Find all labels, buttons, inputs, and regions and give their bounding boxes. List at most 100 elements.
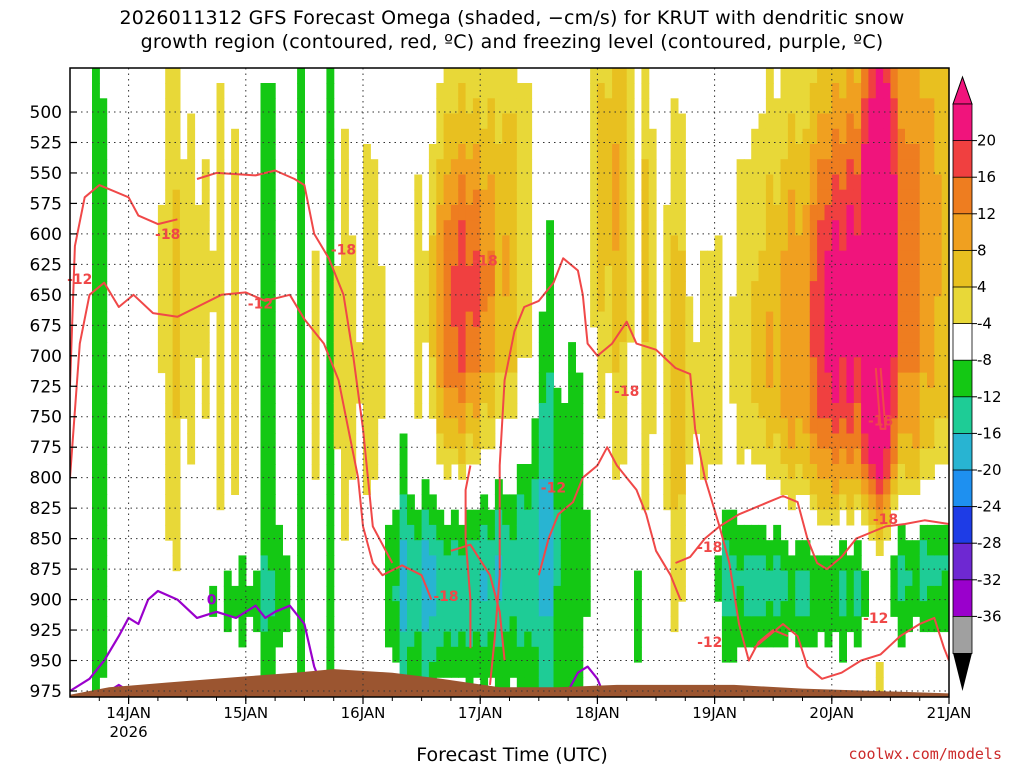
- omega-cell: [743, 540, 752, 556]
- omega-cell: [465, 372, 474, 389]
- omega-cell: [582, 570, 591, 587]
- omega-cell: [458, 159, 467, 175]
- omega-cell: [502, 357, 511, 374]
- omega-cell: [780, 464, 789, 480]
- omega-cell: [370, 281, 379, 297]
- omega-cell: [736, 540, 745, 556]
- omega-cell: [824, 144, 833, 160]
- omega-cell: [846, 189, 855, 206]
- omega-cell: [809, 342, 818, 358]
- omega-cell: [919, 372, 928, 389]
- omega-cell: [165, 189, 174, 206]
- omega-cell: [179, 159, 188, 175]
- omega-cell: [839, 144, 847, 160]
- omega-cell: [509, 540, 518, 556]
- omega-cell: [831, 296, 840, 313]
- omega-cell: [780, 220, 789, 236]
- omega-cell: [509, 662, 518, 678]
- omega-cell: [853, 235, 862, 252]
- omega-cell: [187, 113, 196, 130]
- omega-cell: [531, 646, 540, 663]
- omega-cell: [553, 479, 562, 495]
- omega-cell: [348, 326, 357, 343]
- omega-cell: [641, 174, 650, 191]
- omega-cell: [472, 144, 481, 160]
- omega-cell: [392, 585, 401, 602]
- omega-cell: [824, 479, 833, 495]
- omega-cell: [897, 555, 906, 572]
- omega-cell: [604, 144, 613, 160]
- omega-cell: [509, 98, 518, 115]
- omega-cell: [780, 555, 789, 572]
- colorbar-label: -12: [977, 388, 1002, 406]
- omega-cell: [267, 418, 276, 435]
- omega-cell: [758, 113, 767, 130]
- omega-cell: [275, 524, 283, 541]
- omega-cell: [172, 128, 181, 145]
- omega-cell: [890, 174, 899, 191]
- omega-cell: [487, 265, 496, 282]
- omega-cell: [531, 479, 540, 495]
- omega-cell: [450, 631, 459, 648]
- omega-cell: [934, 83, 943, 99]
- omega-cell: [795, 616, 804, 633]
- omega-cell: [370, 189, 379, 206]
- omega-cell: [780, 128, 789, 145]
- omega-cell: [670, 265, 679, 282]
- omega-cell: [787, 144, 796, 160]
- omega-cell: [817, 479, 825, 495]
- omega-cell: [546, 479, 554, 495]
- omega-cell: [326, 403, 335, 419]
- omega-cell: [817, 68, 825, 84]
- omega-cell: [201, 357, 210, 374]
- omega-cell: [472, 555, 481, 572]
- omega-cell: [619, 265, 628, 282]
- omega-cell: [897, 113, 906, 130]
- omega-cell: [817, 326, 825, 343]
- omega-cell: [831, 128, 840, 145]
- omega-cell: [538, 418, 547, 435]
- omega-cell: [546, 662, 554, 678]
- dendritic-contour: [537, 446, 682, 600]
- omega-cell: [729, 646, 738, 663]
- omega-cell: [604, 83, 613, 99]
- omega-cell: [428, 357, 437, 374]
- omega-cell: [707, 403, 716, 419]
- omega-cell: [700, 311, 708, 328]
- omega-cell: [311, 372, 320, 389]
- omega-cell: [458, 250, 467, 267]
- omega-cell: [450, 524, 459, 541]
- omega-cell: [619, 418, 628, 435]
- omega-cell: [663, 342, 672, 358]
- omega-cell: [377, 342, 386, 358]
- omega-cell: [509, 631, 518, 648]
- omega-cell: [809, 372, 818, 389]
- omega-cell: [92, 524, 100, 541]
- omega-cell: [436, 616, 445, 633]
- omega-cell: [502, 326, 511, 343]
- omega-cell: [817, 555, 825, 572]
- omega-cell: [736, 585, 745, 602]
- omega-cell: [941, 83, 949, 99]
- omega-cell: [941, 540, 949, 556]
- omega-cell: [853, 418, 862, 435]
- omega-cell: [436, 174, 445, 191]
- omega-cell: [472, 159, 481, 175]
- omega-cell: [912, 433, 921, 450]
- omega-cell: [912, 159, 921, 175]
- omega-cell: [817, 448, 825, 465]
- omega-cell: [612, 83, 620, 99]
- omega-cell: [377, 357, 386, 374]
- omega-cell: [604, 235, 613, 252]
- omega-cell: [919, 601, 928, 617]
- omega-cell: [421, 585, 430, 602]
- omega-cell: [370, 372, 379, 389]
- omega-cell: [465, 509, 474, 526]
- omega-cell: [758, 570, 767, 587]
- omega-cell: [912, 281, 921, 297]
- omega-cell: [809, 68, 818, 84]
- omega-cell: [560, 631, 569, 648]
- omega-cell: [568, 372, 576, 389]
- omega-cell: [443, 311, 452, 328]
- omega-cell: [509, 524, 518, 541]
